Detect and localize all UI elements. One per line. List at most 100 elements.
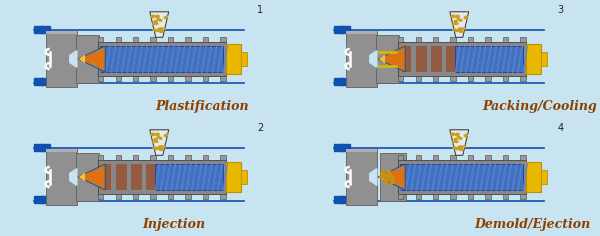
- Bar: [334, 144, 343, 151]
- Bar: [34, 26, 43, 33]
- Ellipse shape: [454, 148, 458, 150]
- Bar: [431, 164, 442, 190]
- Ellipse shape: [151, 15, 155, 18]
- Ellipse shape: [151, 133, 155, 136]
- Bar: [193, 46, 203, 72]
- Ellipse shape: [455, 141, 458, 142]
- Ellipse shape: [158, 146, 162, 148]
- Ellipse shape: [154, 148, 158, 150]
- Ellipse shape: [454, 20, 457, 22]
- Polygon shape: [379, 167, 404, 187]
- Bar: [151, 76, 155, 81]
- Ellipse shape: [154, 138, 157, 140]
- Bar: [485, 194, 491, 199]
- Polygon shape: [379, 173, 385, 181]
- Bar: [203, 37, 208, 42]
- Ellipse shape: [464, 134, 467, 136]
- Bar: [468, 76, 473, 81]
- Bar: [155, 164, 223, 190]
- Ellipse shape: [452, 23, 455, 25]
- Ellipse shape: [164, 134, 167, 136]
- Bar: [526, 44, 541, 74]
- Bar: [177, 164, 188, 190]
- Bar: [334, 78, 343, 85]
- Bar: [168, 155, 173, 160]
- Bar: [380, 153, 406, 201]
- Polygon shape: [79, 173, 85, 181]
- Bar: [98, 76, 103, 81]
- Bar: [468, 194, 473, 199]
- Bar: [168, 37, 173, 42]
- Ellipse shape: [453, 147, 455, 148]
- Bar: [98, 42, 226, 76]
- Bar: [541, 52, 547, 66]
- Polygon shape: [370, 51, 377, 67]
- Bar: [520, 194, 526, 199]
- Bar: [133, 37, 138, 42]
- Ellipse shape: [154, 20, 157, 22]
- Bar: [151, 37, 155, 42]
- Bar: [433, 194, 438, 199]
- Ellipse shape: [155, 133, 159, 135]
- Polygon shape: [70, 51, 77, 67]
- Bar: [98, 194, 103, 199]
- Bar: [416, 194, 421, 199]
- Bar: [451, 194, 455, 199]
- Bar: [346, 31, 377, 87]
- Bar: [398, 155, 403, 160]
- Text: Demold/Ejection: Demold/Ejection: [475, 218, 591, 231]
- Bar: [98, 155, 103, 160]
- Ellipse shape: [460, 138, 462, 139]
- Bar: [400, 164, 523, 190]
- Bar: [477, 46, 488, 72]
- Bar: [503, 155, 508, 160]
- Ellipse shape: [159, 148, 163, 151]
- Text: 1: 1: [257, 5, 263, 15]
- Bar: [241, 170, 247, 184]
- Bar: [503, 37, 508, 42]
- Bar: [503, 76, 508, 81]
- Bar: [162, 164, 173, 190]
- Bar: [446, 46, 457, 72]
- Polygon shape: [79, 167, 104, 187]
- Bar: [341, 144, 350, 151]
- Bar: [177, 46, 188, 72]
- Bar: [133, 194, 138, 199]
- Bar: [416, 76, 421, 81]
- Bar: [151, 155, 155, 160]
- Bar: [208, 164, 218, 190]
- Ellipse shape: [455, 15, 459, 17]
- Ellipse shape: [458, 28, 462, 30]
- Bar: [76, 35, 99, 83]
- Bar: [100, 46, 223, 72]
- Bar: [477, 164, 488, 190]
- Bar: [46, 149, 77, 205]
- Bar: [131, 164, 142, 190]
- Text: Plastification: Plastification: [155, 100, 249, 113]
- Bar: [116, 46, 127, 72]
- Bar: [151, 194, 155, 199]
- Text: 3: 3: [557, 5, 563, 15]
- Polygon shape: [79, 49, 104, 69]
- Ellipse shape: [454, 30, 458, 32]
- Ellipse shape: [457, 18, 460, 20]
- Bar: [468, 155, 473, 160]
- Bar: [520, 155, 526, 160]
- Polygon shape: [379, 49, 404, 69]
- Ellipse shape: [153, 29, 155, 30]
- Bar: [341, 196, 350, 203]
- Bar: [193, 164, 203, 190]
- Text: Injection: Injection: [142, 218, 205, 231]
- Bar: [346, 149, 377, 152]
- Bar: [398, 42, 526, 76]
- Polygon shape: [70, 169, 77, 185]
- Ellipse shape: [459, 148, 463, 151]
- Ellipse shape: [152, 23, 155, 25]
- Bar: [34, 78, 43, 85]
- Bar: [462, 164, 473, 190]
- Ellipse shape: [157, 18, 160, 20]
- Bar: [116, 37, 121, 42]
- Polygon shape: [378, 164, 405, 190]
- Ellipse shape: [153, 147, 155, 148]
- Ellipse shape: [159, 30, 163, 33]
